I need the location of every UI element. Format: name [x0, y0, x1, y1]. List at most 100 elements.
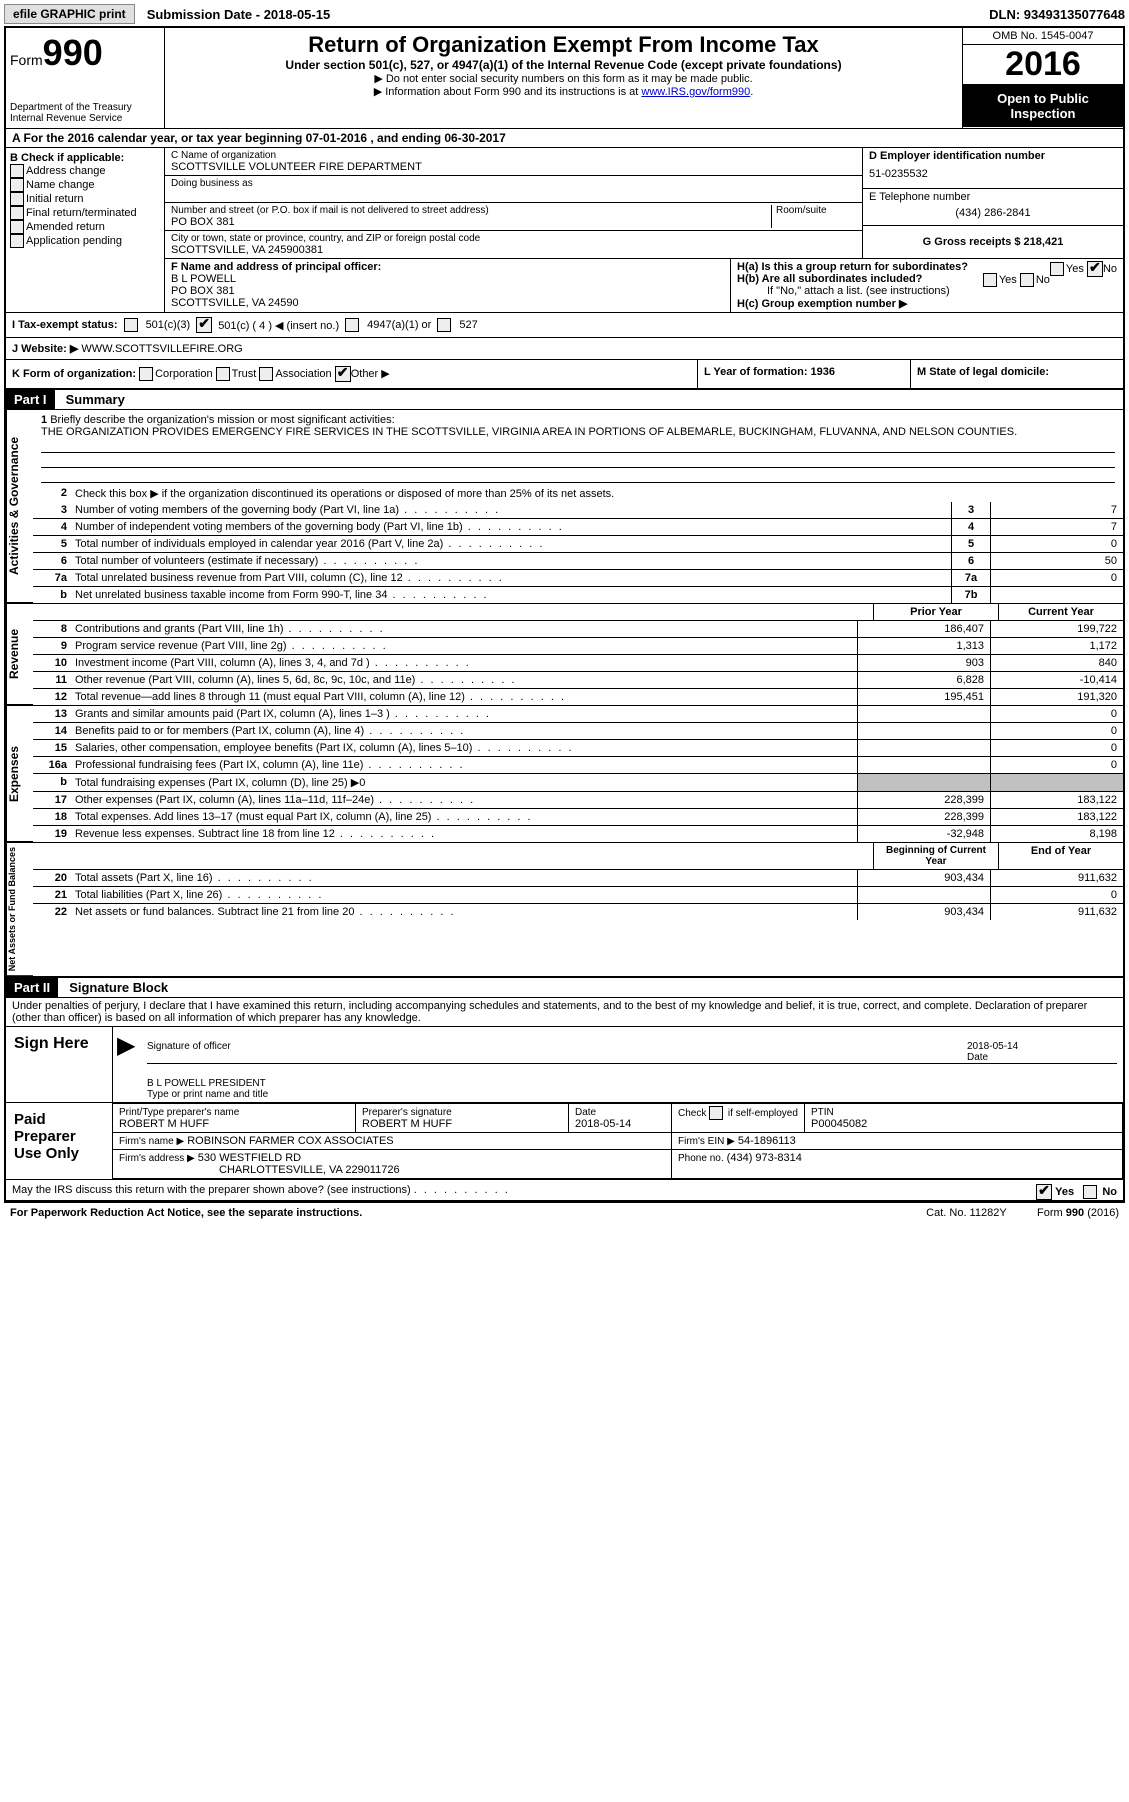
line18-curr: 183,122 — [990, 809, 1123, 825]
ein-label: D Employer identification number — [869, 150, 1117, 162]
lineb-prior — [857, 774, 990, 791]
col-end: End of Year — [998, 843, 1123, 869]
line13-curr: 0 — [990, 706, 1123, 722]
chk-501c3[interactable] — [124, 318, 138, 332]
lineb-num: b — [33, 587, 71, 603]
side-revenue: Revenue — [6, 604, 33, 705]
line8-text: Contributions and grants (Part VIII, lin… — [71, 621, 857, 637]
lbl-corp: Corporation — [155, 368, 212, 380]
section-i: I Tax-exempt status: 501(c)(3) 501(c) ( … — [6, 313, 1123, 338]
line8-prior: 186,407 — [857, 621, 990, 637]
line10-num: 10 — [33, 655, 71, 671]
line9-text: Program service revenue (Part VIII, line… — [71, 638, 857, 654]
lbl-yes2: Yes — [999, 274, 1017, 286]
lbl-4947: 4947(a)(1) or — [367, 319, 431, 331]
chk-corp[interactable] — [139, 367, 153, 381]
footer-form: Form 990 (2016) — [1037, 1207, 1119, 1219]
line4-text: Number of independent voting members of … — [71, 519, 951, 535]
side-net: Net Assets or Fund Balances — [6, 843, 33, 976]
chk-ha-yes[interactable] — [1050, 262, 1064, 276]
line5-text: Total number of individuals employed in … — [71, 536, 951, 552]
chk-initial-return[interactable] — [10, 192, 24, 206]
summary-revenue: Revenue Prior Year Current Year 8 Contri… — [6, 603, 1123, 705]
line19-text: Revenue less expenses. Subtract line 18 … — [71, 826, 857, 842]
footer-left: For Paperwork Reduction Act Notice, see … — [10, 1207, 362, 1219]
chk-discuss-yes[interactable] — [1036, 1184, 1052, 1200]
line7a-val: 0 — [990, 570, 1123, 586]
chk-name-change[interactable] — [10, 178, 24, 192]
chk-amended-return[interactable] — [10, 220, 24, 234]
firm-phone-label: Phone no. — [678, 1153, 724, 1164]
chk-self-employed[interactable] — [709, 1106, 723, 1120]
form-org-label: K Form of organization: — [12, 368, 136, 380]
chk-assoc[interactable] — [259, 367, 273, 381]
section-l: L Year of formation: 1936 — [698, 360, 911, 388]
line3-box: 3 — [951, 502, 990, 518]
line5-val: 0 — [990, 536, 1123, 552]
chk-address-change[interactable] — [10, 164, 24, 178]
prep-sig: ROBERT M HUFF — [362, 1118, 452, 1130]
lineb-num: b — [33, 774, 71, 791]
line14-text: Benefits paid to or for members (Part IX… — [71, 723, 857, 739]
firm-addr-label: Firm's address ▶ — [119, 1153, 195, 1164]
chk-527[interactable] — [437, 318, 451, 332]
efile-print-button[interactable]: efile GRAPHIC print — [4, 4, 135, 24]
line2-text: Check this box ▶ if the organization dis… — [71, 485, 1123, 502]
rev-hdr-text — [71, 604, 873, 620]
chk-application-pending[interactable] — [10, 234, 24, 248]
chk-trust[interactable] — [216, 367, 230, 381]
line12-curr: 191,320 — [990, 689, 1123, 705]
line8-curr: 199,722 — [990, 621, 1123, 637]
discuss-no: No — [1102, 1186, 1117, 1198]
line13-text: Grants and similar amounts paid (Part IX… — [71, 706, 857, 722]
line6-box: 6 — [951, 553, 990, 569]
ha-label: H(a) Is this a group return for subordin… — [737, 261, 968, 273]
year-formation: L Year of formation: 1936 — [704, 366, 835, 378]
section-f: F Name and address of principal officer:… — [165, 259, 731, 312]
tax-status-label: I Tax-exempt status: — [12, 319, 118, 331]
footer-right-group: Cat. No. 11282Y Form 990 (2016) — [926, 1207, 1119, 1219]
officer-addr2: SCOTTSVILLE, VA 24590 — [171, 297, 724, 309]
lbl-initial-return: Initial return — [26, 193, 83, 205]
chk-4947[interactable] — [345, 318, 359, 332]
chk-501c[interactable] — [196, 317, 212, 333]
net-hdr-spacer — [33, 843, 71, 869]
sig-officer-label: Signature of officer — [147, 1041, 967, 1063]
line20-num: 20 — [33, 870, 71, 886]
preparer-table: Print/Type preparer's nameROBERT M HUFF … — [112, 1103, 1123, 1179]
header-right: OMB No. 1545-0047 2016 Open to Public In… — [962, 28, 1123, 128]
lbl-address-change: Address change — [26, 165, 106, 177]
section-klm: K Form of organization: Corporation Trus… — [6, 360, 1123, 390]
chk-hb-yes[interactable] — [983, 273, 997, 287]
lineb-curr — [990, 774, 1123, 791]
line6-val: 50 — [990, 553, 1123, 569]
line18-num: 18 — [33, 809, 71, 825]
chk-ha-no[interactable] — [1087, 261, 1103, 277]
chk-final-return[interactable] — [10, 206, 24, 220]
tax-year: 2016 — [963, 45, 1123, 85]
section-j: J Website: ▶ WWW.SCOTTSVILLEFIRE.ORG — [6, 338, 1123, 360]
line20-prior: 903,434 — [857, 870, 990, 886]
line11-prior: 6,828 — [857, 672, 990, 688]
firm-name: ROBINSON FARMER COX ASSOCIATES — [187, 1135, 393, 1147]
part1-title: Summary — [58, 392, 125, 407]
line3-val: 7 — [990, 502, 1123, 518]
line9-curr: 1,172 — [990, 638, 1123, 654]
chk-discuss-no[interactable] — [1083, 1185, 1097, 1199]
line22-text: Net assets or fund balances. Subtract li… — [71, 904, 857, 920]
irs-link[interactable]: www.IRS.gov/form990 — [641, 86, 750, 98]
line10-curr: 840 — [990, 655, 1123, 671]
officer-label: F Name and address of principal officer: — [171, 261, 724, 273]
line15-text: Salaries, other compensation, employee b… — [71, 740, 857, 756]
line1-text: Briefly describe the organization's miss… — [50, 414, 394, 426]
line21-text: Total liabilities (Part X, line 26) — [71, 887, 857, 903]
chk-other[interactable] — [335, 366, 351, 382]
chk-hb-no[interactable] — [1020, 273, 1034, 287]
section-b: B Check if applicable: Address change Na… — [6, 148, 165, 312]
firm-name-label: Firm's name ▶ — [119, 1136, 184, 1147]
line7a-text: Total unrelated business revenue from Pa… — [71, 570, 951, 586]
line16a-curr: 0 — [990, 757, 1123, 773]
part2-badge: Part II — [6, 978, 58, 997]
line11-text: Other revenue (Part VIII, column (A), li… — [71, 672, 857, 688]
line6-num: 6 — [33, 553, 71, 569]
